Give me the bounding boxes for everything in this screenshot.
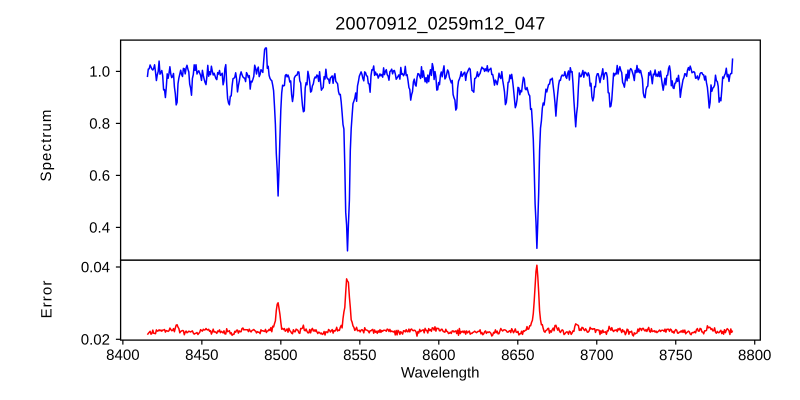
svg-text:Error: Error [39,280,56,319]
svg-text:8750: 8750 [659,347,692,364]
svg-text:8450: 8450 [185,347,218,364]
svg-text:8500: 8500 [264,347,297,364]
svg-text:8400: 8400 [106,347,139,364]
svg-text:0.8: 0.8 [89,116,110,133]
svg-text:8700: 8700 [580,347,613,364]
svg-text:20070912_0259m12_047: 20070912_0259m12_047 [335,13,545,33]
svg-text:0.6: 0.6 [89,168,110,185]
svg-text:Spectrum: Spectrum [38,109,55,182]
svg-text:8650: 8650 [501,347,534,364]
svg-text:0.4: 0.4 [89,220,110,237]
svg-text:8550: 8550 [343,347,376,364]
svg-text:1.0: 1.0 [89,64,110,81]
svg-text:Wavelength: Wavelength [401,364,480,381]
svg-text:0.02: 0.02 [81,332,110,349]
svg-text:8800: 8800 [738,347,771,364]
svg-text:0.04: 0.04 [81,259,110,276]
svg-text:8600: 8600 [422,347,455,364]
